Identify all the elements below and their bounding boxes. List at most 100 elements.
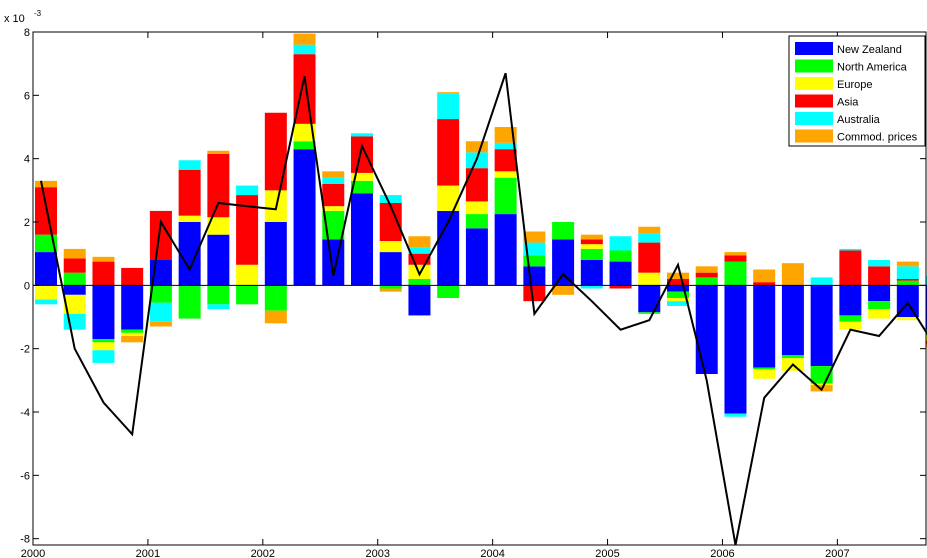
bar-segment-europe-11 <box>351 172 374 181</box>
bar-segment-australia-7 <box>236 185 259 196</box>
bar-segment-commod-prices-1 <box>63 248 86 259</box>
bar-segment-australia-13 <box>408 247 431 254</box>
bar-segment-new-zealand-9 <box>293 149 316 286</box>
bar-segment-new-zealand-24 <box>724 285 747 414</box>
bar-segment-asia-1 <box>63 258 86 273</box>
aggregate-line <box>40 72 927 546</box>
bar-segment-north-america-9 <box>293 141 316 150</box>
bar-segment-asia-6 <box>207 153 230 218</box>
bar-segment-australia-12 <box>379 195 402 203</box>
bar-segment-asia-20 <box>609 285 632 289</box>
bar-segment-new-zealand-2 <box>92 285 115 340</box>
legend-label: Europe <box>837 79 872 91</box>
bar-segment-asia-25 <box>753 282 776 286</box>
bar-segment-new-zealand-3 <box>121 285 144 330</box>
bar-segment-asia-11 <box>351 136 374 173</box>
bar-segment-new-zealand-27 <box>810 285 833 367</box>
legend: New Zealand North America Europe Asia Austra… <box>788 35 926 147</box>
bar-segment-europe-6 <box>207 217 230 235</box>
bar-segment-north-america-6 <box>207 285 230 305</box>
bar-segment-north-america-13 <box>408 279 431 286</box>
bar-segment-australia-6 <box>207 304 230 310</box>
x-tick-label: 2001 <box>136 548 160 558</box>
bar-segment-asia-3 <box>121 267 144 286</box>
bar-segment-new-zealand-11 <box>351 193 374 286</box>
bar-segment-asia-19 <box>580 239 603 245</box>
bar-segment-australia-0 <box>35 299 57 305</box>
bar-segment-commod-prices-9 <box>293 33 316 45</box>
y-tick-label: 4 <box>24 154 30 166</box>
bar-segment-australia-1 <box>63 313 86 330</box>
bar-segment-new-zealand-20 <box>609 261 632 286</box>
bar-segment-commod-prices-13 <box>408 236 431 248</box>
y-tick-label: 2 <box>24 217 30 229</box>
bar-segment-north-america-20 <box>609 250 632 262</box>
y-tick-label: -8 <box>20 534 30 546</box>
bar-segment-asia-4 <box>149 210 172 260</box>
bar-segment-north-america-21 <box>638 312 661 314</box>
bar-segment-north-america-18 <box>552 222 575 240</box>
bar-segment-europe-28 <box>839 321 862 330</box>
bar-segment-commod-prices-21 <box>638 226 661 234</box>
bar-segment-north-america-14 <box>437 285 460 298</box>
bar-segment-north-america-8 <box>264 285 287 311</box>
bar-segment-commod-prices-10 <box>322 171 345 178</box>
y-tick-label: 8 <box>24 27 30 39</box>
bars-layer <box>35 33 927 417</box>
bar-segment-australia-22 <box>667 301 690 306</box>
bar-segment-new-zealand-25 <box>753 285 776 368</box>
bar-segment-north-america-11 <box>351 180 374 194</box>
bar-segment-asia-28 <box>839 250 862 286</box>
y-scale-label: x 10 <box>4 13 25 25</box>
bar-segment-north-america-29 <box>868 301 891 310</box>
bar-segment-australia-16 <box>494 142 517 150</box>
bar-segment-australia-4 <box>149 302 172 322</box>
bar-segment-commod-prices-14 <box>437 92 460 94</box>
bar-segment-commod-prices-0 <box>35 180 57 188</box>
bar-segment-asia-15 <box>465 168 488 202</box>
bar-segment-new-zealand-8 <box>264 222 287 286</box>
bar-segment-europe-5 <box>178 215 201 222</box>
bar-segment-new-zealand-12 <box>379 252 402 286</box>
bar-segment-australia-11 <box>351 133 374 137</box>
bar-segment-commod-prices-2 <box>92 256 115 262</box>
x-tick-label: 2007 <box>825 548 849 558</box>
bar-segment-asia-21 <box>638 242 661 273</box>
legend-label: North America <box>837 62 908 74</box>
bar-segment-north-america-19 <box>580 248 603 260</box>
legend-swatch <box>795 42 833 55</box>
bar-segment-asia-10 <box>322 184 345 207</box>
bar-segment-north-america-15 <box>465 214 488 229</box>
bar-segment-commod-prices-12 <box>379 288 402 292</box>
bar-segment-new-zealand-18 <box>552 239 575 286</box>
bar-segment-europe-21 <box>638 272 661 286</box>
legend-swatch <box>795 77 833 90</box>
bar-segment-commod-prices-23 <box>695 266 718 273</box>
bar-segment-new-zealand-17 <box>523 266 546 286</box>
bar-segment-europe-10 <box>322 206 345 211</box>
bar-segment-europe-30 <box>896 317 919 321</box>
bar-segment-commod-prices-22 <box>667 272 690 279</box>
y-tick-label: 6 <box>24 90 30 102</box>
bar-segment-europe-2 <box>92 342 115 351</box>
legend-swatch <box>795 112 833 125</box>
bar-segment-new-zealand-26 <box>781 285 804 355</box>
bar-segment-commod-prices-24 <box>724 252 747 256</box>
bar-segment-europe-7 <box>236 264 259 286</box>
bar-segment-europe-9 <box>293 123 316 142</box>
bar-segment-north-america-23 <box>695 277 718 286</box>
bar-segment-europe-25 <box>753 369 776 379</box>
bar-segment-australia-19 <box>580 285 603 289</box>
bar-segment-australia-28 <box>839 248 862 251</box>
bar-segment-north-america-28 <box>839 315 862 322</box>
bar-segment-commod-prices-15 <box>465 141 488 153</box>
legend-swatch <box>795 59 833 73</box>
bar-segment-new-zealand-28 <box>839 285 862 316</box>
y-tick-label: 0 <box>24 280 30 292</box>
bar-segment-north-america-7 <box>236 285 259 305</box>
bar-segment-commod-prices-8 <box>264 310 287 324</box>
bar-segment-new-zealand-14 <box>437 210 460 286</box>
bar-segment-new-zealand-0 <box>35 252 57 286</box>
bar-segment-new-zealand-19 <box>580 260 603 286</box>
bar-segment-asia-0 <box>35 187 57 235</box>
